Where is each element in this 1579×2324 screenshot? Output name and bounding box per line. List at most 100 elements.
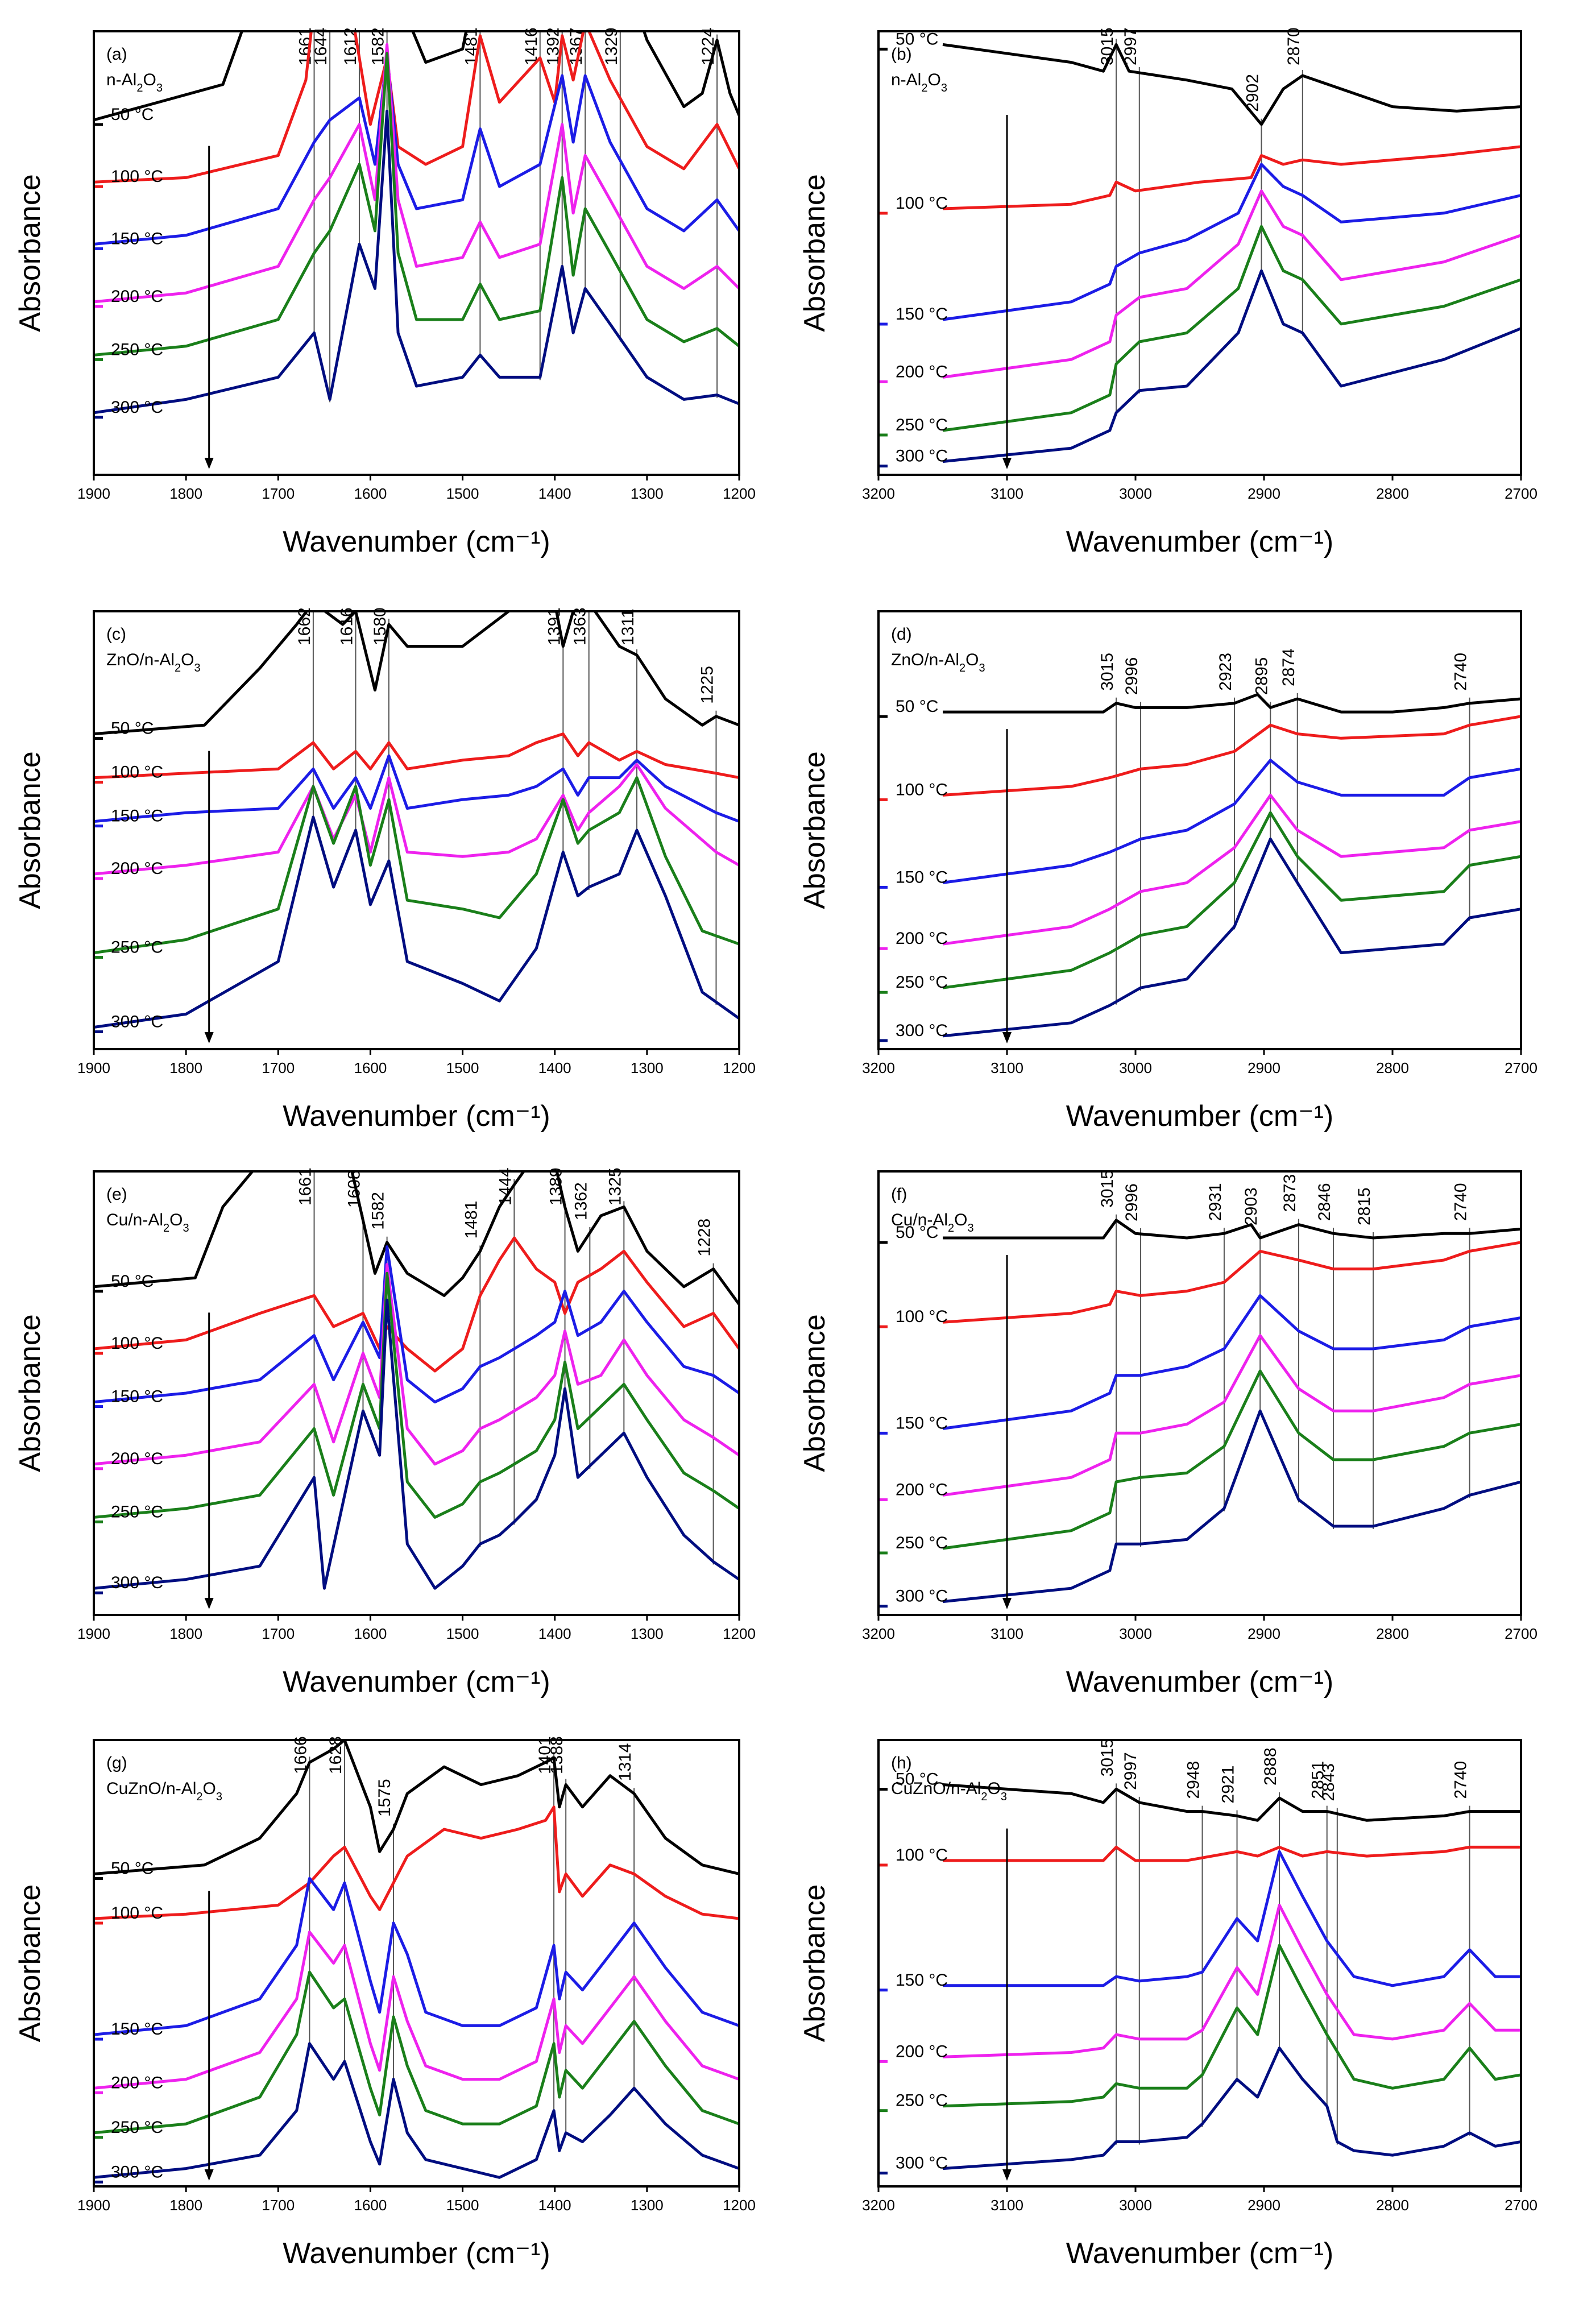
peak-label: 1228: [695, 1219, 714, 1257]
series-line-3: [942, 1294, 1521, 1430]
x-tick-label: 1800: [169, 1059, 202, 1076]
series-line-3: [943, 1850, 1521, 1987]
peak-label: 1225: [698, 666, 716, 704]
plot-frame: [877, 1739, 1522, 2188]
peak-label: 2895: [1252, 657, 1271, 695]
sample-label: Cu/n-Al2O3: [891, 1211, 974, 1235]
x-tick-label: 3200: [862, 2197, 895, 2214]
series-line-5: [942, 1369, 1521, 1550]
peak-label: 3015: [1098, 27, 1117, 65]
arrow-head-icon: [1002, 2169, 1012, 2181]
arrow-head-icon: [204, 1598, 214, 1609]
x-tick-label: 1900: [77, 2197, 110, 2214]
temperature-label: 50 °C: [896, 1223, 938, 1242]
series-line-5: [942, 811, 1521, 989]
temperature-label: 50 °C: [111, 1859, 154, 1878]
peak-label: 2740: [1452, 1761, 1470, 1799]
plot-frame: [93, 1170, 740, 1616]
y-axis-title: Absorbance: [14, 174, 47, 332]
peak-label: 2923: [1216, 653, 1235, 691]
series-line-1: [94, 1171, 739, 1306]
temperature-label: 200 °C: [111, 859, 163, 878]
peak-label: 1661: [296, 1167, 315, 1206]
series-line-4: [94, 1931, 739, 2090]
series-line-1: [94, 611, 739, 736]
series-line-1: [943, 693, 1521, 714]
x-tick-label: 3100: [990, 1059, 1023, 1076]
temperature-label: 150 °C: [896, 1414, 948, 1432]
x-tick-label: 1400: [538, 1625, 571, 1642]
temperature-label: 300 °C: [896, 2154, 948, 2173]
temperature-label: 100 °C: [111, 763, 163, 782]
temperature-label: 100 °C: [111, 1904, 163, 1923]
temperature-label: 200 °C: [896, 1480, 948, 1499]
x-tick-label: 2900: [1248, 1625, 1280, 1642]
series-line-1: [94, 31, 739, 122]
peak-label: 2815: [1355, 1187, 1374, 1225]
temperature-label: 300 °C: [111, 398, 163, 417]
temperature-label: 250 °C: [111, 2118, 163, 2137]
x-axis-title: Wavenumber (cm⁻¹): [1066, 525, 1333, 558]
temperature-label: 200 °C: [111, 1449, 163, 1468]
temperature-label: 100 °C: [896, 1846, 948, 1865]
x-tick-label: 2800: [1376, 1625, 1409, 1642]
x-tick-label: 1600: [354, 1059, 387, 1076]
peak-label: 3015: [1098, 653, 1117, 691]
x-tick-label: 1400: [538, 485, 571, 502]
sample-label: n-Al2O3: [891, 71, 947, 94]
panel-label: (g): [106, 1754, 127, 1772]
temperature-label: 300 °C: [896, 447, 948, 466]
peak-label: 2873: [1280, 1174, 1299, 1212]
panel-label: (h): [891, 1754, 912, 1772]
peak-label: 2740: [1452, 1183, 1470, 1221]
series-line-2: [94, 1805, 739, 1920]
series-line-3: [94, 52, 739, 246]
peak-label: 1481: [462, 1201, 480, 1239]
sample-label: ZnO/n-Al2O3: [106, 651, 201, 674]
temperature-label: 100 °C: [111, 1334, 163, 1353]
series-line-3: [94, 1245, 739, 1404]
y-axis-title: Absorbance: [798, 1314, 831, 1472]
sample-label: CuZnO/n-Al2O3: [106, 1779, 222, 1803]
y-axis-title: Absorbance: [14, 1884, 47, 2043]
series-line-6: [942, 2047, 1521, 2170]
temperature-label: 250 °C: [896, 416, 948, 434]
sample-label: n-Al2O3: [106, 71, 163, 94]
series-line-4: [942, 793, 1521, 946]
y-axis-title: Absorbance: [14, 1314, 47, 1472]
series-line-2: [94, 31, 739, 184]
temperature-label: 250 °C: [896, 973, 948, 992]
sample-label: Cu/n-Al2O3: [106, 1211, 189, 1235]
temperature-label: 300 °C: [896, 1587, 948, 1606]
x-tick-label: 1400: [538, 2197, 571, 2214]
plot-frame: [93, 1739, 740, 2188]
x-tick-label: 3200: [862, 485, 895, 502]
temperature-label: 200 °C: [111, 2073, 163, 2092]
x-tick-label: 2900: [1248, 1059, 1280, 1076]
peak-label: 2851: [1309, 1761, 1328, 1799]
temperature-label: 150 °C: [111, 1387, 163, 1406]
x-tick-label: 1300: [631, 2197, 664, 2214]
series-line-6: [942, 269, 1521, 463]
series-line-3: [942, 163, 1521, 321]
x-tick-label: 2700: [1505, 485, 1537, 502]
x-tick-label: 1700: [262, 1625, 295, 1642]
panel-label: (b): [891, 45, 912, 64]
x-tick-label: 1300: [631, 1625, 664, 1642]
series-line-6: [942, 837, 1521, 1038]
y-axis-title: Absorbance: [798, 174, 831, 332]
peak-label: 3015: [1098, 1170, 1117, 1208]
temperature-label: 300 °C: [111, 1013, 163, 1031]
x-tick-label: 1800: [169, 485, 202, 502]
temperature-label: 300 °C: [896, 1021, 948, 1040]
arrow-head-icon: [204, 1032, 214, 1043]
temperature-label: 150 °C: [896, 305, 948, 324]
peak-label: 1329: [602, 27, 621, 65]
peak-label: 2997: [1121, 1752, 1140, 1790]
temperature-label: 100 °C: [896, 780, 948, 799]
series-line-2: [94, 1236, 739, 1373]
temperature-label: 200 °C: [896, 929, 948, 948]
peak-label: 1314: [616, 1743, 635, 1781]
peak-label: 3015: [1098, 1739, 1117, 1777]
